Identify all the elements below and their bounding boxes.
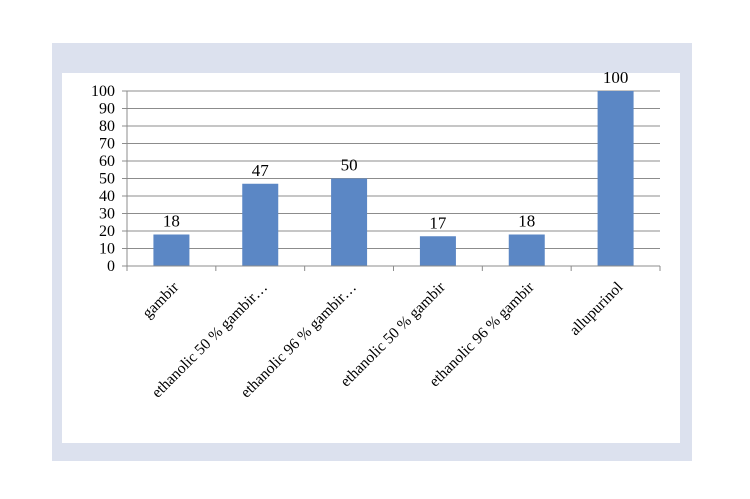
bar — [508, 234, 545, 266]
data-label: 18 — [518, 212, 535, 231]
bar — [419, 236, 456, 266]
bar — [331, 178, 368, 266]
y-tick-label: 40 — [99, 188, 115, 205]
data-label: 18 — [163, 212, 180, 231]
y-tick-label: 20 — [99, 223, 115, 240]
y-tick-label: 30 — [99, 206, 115, 223]
y-tick-label: 0 — [107, 258, 115, 275]
bar — [597, 91, 634, 266]
bar — [153, 234, 190, 266]
data-labels: 18 47 50 17 18 100 — [163, 68, 628, 232]
y-tick-label: 100 — [91, 83, 115, 100]
data-label: 17 — [429, 213, 447, 232]
data-label: 47 — [252, 161, 270, 180]
bars — [153, 91, 634, 266]
bar — [242, 183, 279, 266]
y-tick-label: 10 — [99, 241, 115, 258]
gridlines — [127, 90, 660, 249]
axes — [122, 90, 661, 271]
y-tick-label: 80 — [99, 118, 115, 135]
data-label: 100 — [603, 68, 629, 87]
y-tick-label: 90 — [99, 101, 115, 118]
data-label: 50 — [341, 156, 358, 175]
x-tick-label: gambir — [139, 278, 183, 322]
y-tick-label: 60 — [99, 153, 115, 170]
y-tick-label: 50 — [99, 171, 115, 188]
y-tick-label: 70 — [99, 136, 115, 153]
x-tick-label: allupurinol — [566, 279, 626, 339]
